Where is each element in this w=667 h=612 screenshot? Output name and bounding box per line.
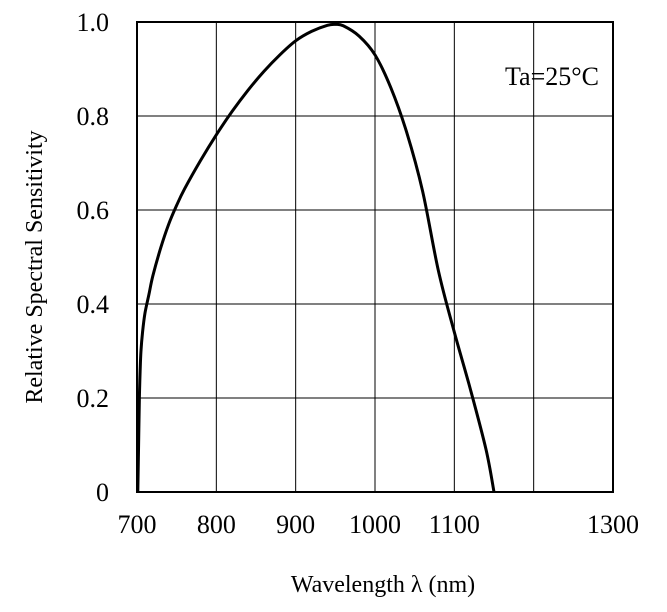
- data-series-group: [136, 22, 496, 493]
- y-tick-label: 0: [96, 478, 109, 507]
- grid-lines: [137, 22, 613, 492]
- temperature-annotation: Ta=25°C: [505, 62, 599, 91]
- spectral-sensitivity-curve: [136, 22, 496, 493]
- x-axis-label: Wavelength λ (nm): [291, 572, 475, 598]
- y-tick-label: 0.6: [77, 196, 110, 225]
- x-tick-label: 700: [118, 510, 157, 539]
- y-tick-label: 0.8: [77, 102, 110, 131]
- x-tick-label: 1100: [429, 510, 480, 539]
- x-tick-labels: 700 800 900 1000 1100 1300: [118, 510, 640, 539]
- x-tick-label: 900: [276, 510, 315, 539]
- y-tick-labels: 0 0.2 0.4 0.6 0.8 1.0: [77, 8, 110, 507]
- plot-frame: [136, 21, 614, 493]
- y-axis-label: Relative Spectral Sensitivity: [22, 130, 48, 403]
- x-tick-label: 800: [197, 510, 236, 539]
- y-tick-label: 1.0: [77, 8, 110, 37]
- x-tick-label: 1000: [349, 510, 401, 539]
- y-tick-label: 0.2: [77, 384, 110, 413]
- x-tick-label: 1300: [587, 510, 639, 539]
- y-tick-label: 0.4: [77, 290, 110, 319]
